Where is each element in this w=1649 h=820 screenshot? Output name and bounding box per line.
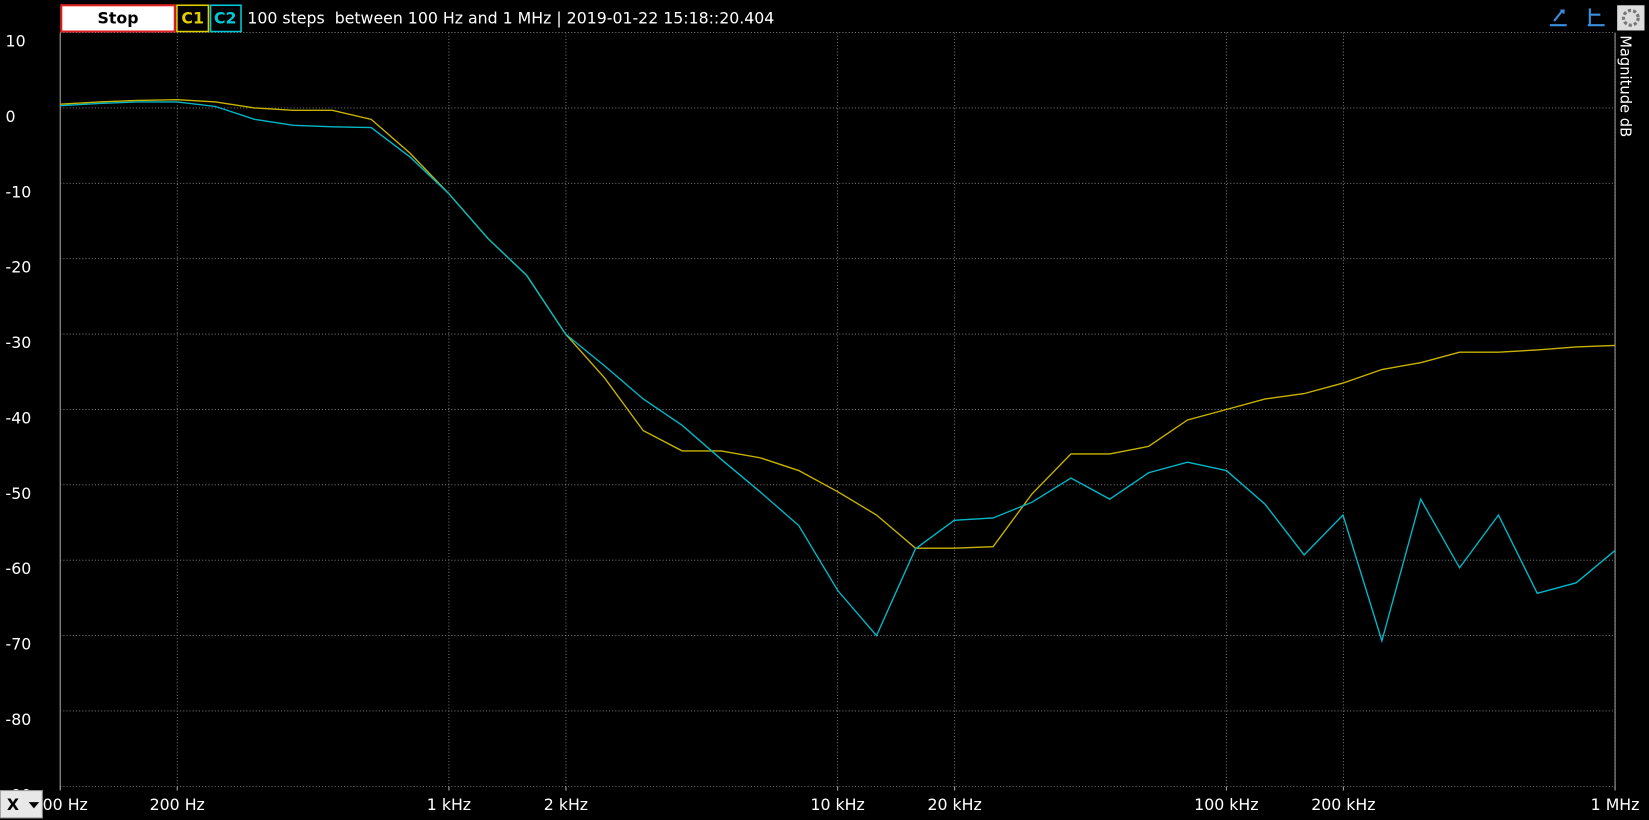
x-tick-label: 100 Hz	[33, 795, 88, 814]
x-axis-button-label[interactable]: X	[7, 795, 19, 814]
x-tick-label: 200 kHz	[1311, 795, 1375, 814]
x-tick-label: 1 kHz	[427, 795, 471, 814]
x-tick-label: 1 MHz	[1591, 795, 1640, 814]
x-tick-label: 20 kHz	[928, 795, 982, 814]
sweep-info: 100 steps between 100 Hz and 1 MHz | 201…	[247, 8, 774, 27]
legend-entry[interactable]: C2	[214, 8, 237, 27]
y-tick-label: -20	[6, 258, 32, 277]
y-tick-label: 0	[6, 107, 16, 126]
plot-area: 100-10-20-30-40-50-60-70-80-90100 Hz200 …	[6, 32, 1640, 814]
c2-toggle[interactable]	[209, 4, 242, 33]
y-tick-label: -10	[6, 182, 32, 201]
y-tick-label: -50	[6, 484, 32, 503]
toolbar-icons[interactable]	[1549, 5, 1645, 31]
series-line	[60, 98, 1616, 549]
y-tick-label: -40	[6, 408, 32, 427]
icon[interactable]	[1549, 9, 1567, 27]
x-tick-label: 2 kHz	[544, 795, 588, 814]
icon[interactable]	[1587, 8, 1605, 27]
y-axis-title: Magnitude dB	[1617, 35, 1634, 137]
x-tick-label: 100 kHz	[1194, 795, 1258, 814]
dropdown-arrow[interactable]	[28, 802, 40, 809]
gear[interactable]	[1621, 8, 1640, 27]
c1-toggle[interactable]	[176, 4, 210, 33]
y-tick-label: -80	[6, 710, 32, 729]
x-tick-label: 10 kHz	[811, 795, 865, 814]
stop-button-label[interactable]: Stop	[98, 8, 139, 27]
y-tick-label: -70	[6, 635, 32, 654]
stop-button[interactable]	[60, 4, 176, 33]
y-tick-label: 10	[6, 32, 26, 51]
x-tick-label: 200 Hz	[150, 795, 205, 814]
y-tick-label: -30	[6, 333, 32, 352]
legend-entry[interactable]: C1	[181, 8, 204, 27]
series-line	[60, 101, 1616, 644]
y-tick-label: -60	[6, 559, 32, 578]
